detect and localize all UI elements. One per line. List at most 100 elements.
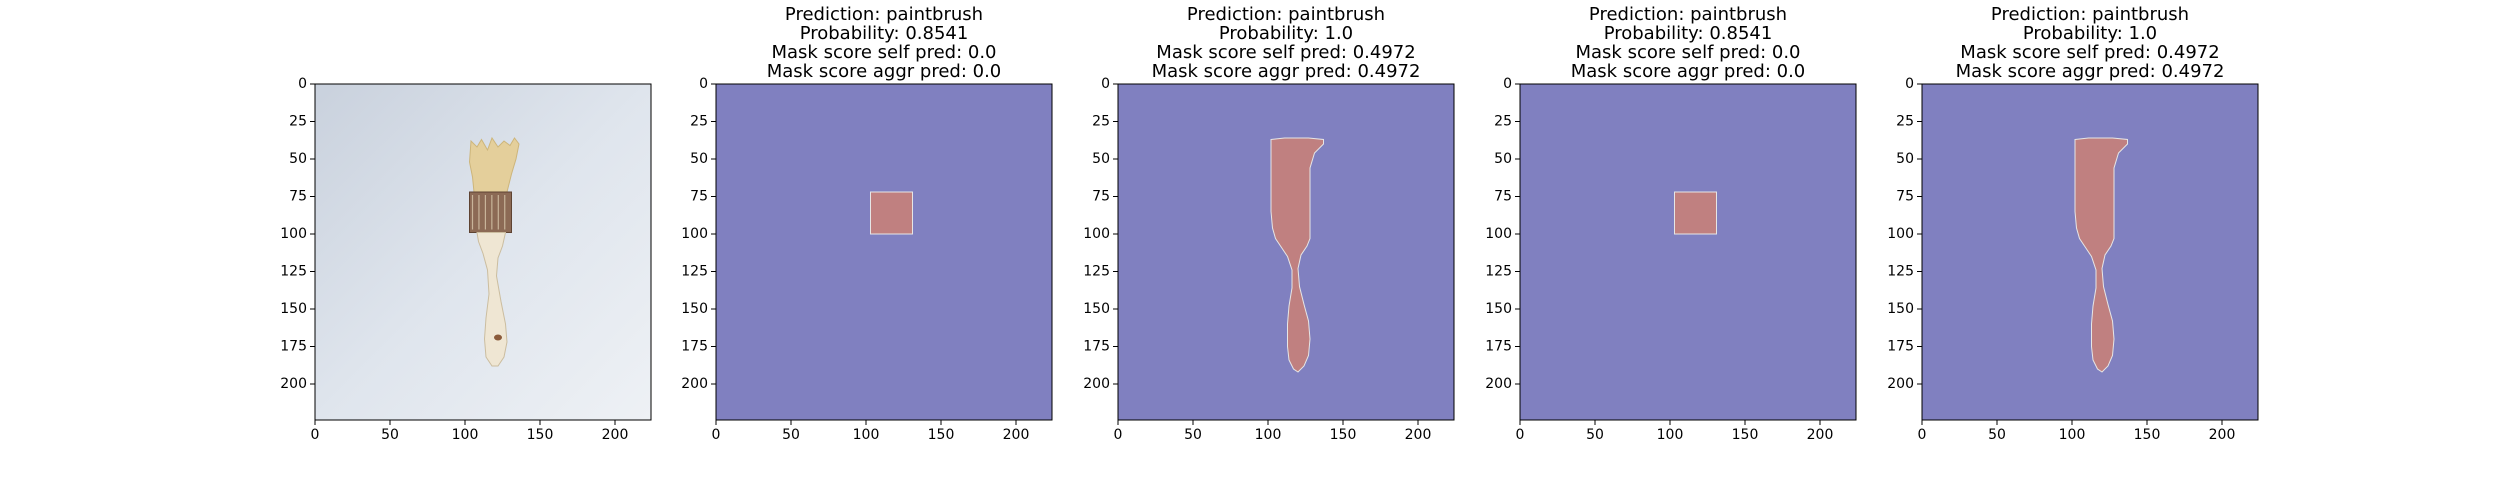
y-tick-label: 150 [1887, 301, 1914, 317]
y-tick-label: 100 [1485, 226, 1512, 242]
y-tick-label: 0 [1503, 76, 1512, 92]
x-tick-label: 50 [1184, 427, 1202, 443]
y-tick-label: 100 [1083, 226, 1110, 242]
panel-title-line: Prediction: paintbrush [1187, 4, 1385, 25]
y-tick-label: 0 [699, 76, 708, 92]
x-tick-label: 50 [1586, 427, 1604, 443]
axes-frame [1921, 83, 2259, 421]
x-tick-label: 150 [527, 427, 554, 443]
panel-title-line: Mask score aggr pred: 0.0 [767, 61, 1002, 82]
y-tick-label: 125 [1887, 264, 1914, 280]
x-tick-label: 200 [1405, 427, 1432, 443]
panel-title-line: Mask score aggr pred: 0.4972 [1152, 61, 1421, 82]
axes-frame [715, 83, 1053, 421]
axes-frame [1117, 83, 1455, 421]
x-tick-label: 0 [712, 427, 721, 443]
y-tick-label: 25 [1494, 114, 1512, 130]
y-tick-label: 75 [1494, 189, 1512, 205]
y-tick-label: 25 [690, 114, 708, 130]
y-tick-label: 25 [289, 114, 307, 130]
panel-title-line: Prediction: paintbrush [1991, 4, 2189, 25]
y-tick-label: 75 [1896, 189, 1914, 205]
panel-title-line: Probability: 1.0 [1219, 23, 1353, 44]
y-tick-label: 25 [1092, 114, 1110, 130]
y-tick-label: 75 [289, 189, 307, 205]
panel-title-line: Mask score self pred: 0.0 [1575, 42, 1800, 63]
y-tick-label: 50 [289, 151, 307, 167]
brush-handle [476, 232, 508, 367]
x-tick-label: 150 [928, 427, 955, 443]
axes-frame [314, 83, 652, 421]
x-tick-label: 100 [853, 427, 880, 443]
x-tick-label: 200 [602, 427, 629, 443]
panel-1: 0 50 100 150 200 0 25 50 75 100 125 150 175 200 [280, 76, 652, 443]
x-tick-label: 50 [1988, 427, 2006, 443]
panel-title-line: Prediction: paintbrush [1589, 4, 1787, 25]
y-tick-label: 200 [681, 376, 708, 392]
axes-frame [1519, 83, 1857, 421]
x-tick-label: 0 [311, 427, 320, 443]
panel-title-line: Prediction: paintbrush [785, 4, 983, 25]
panel-content [1922, 84, 2258, 420]
x-tick-label: 0 [1516, 427, 1525, 443]
y-tick-label: 0 [1905, 76, 1914, 92]
y-tick-label: 100 [681, 226, 708, 242]
y-tick-label: 75 [690, 189, 708, 205]
y-tick-label: 125 [1083, 264, 1110, 280]
x-tick-label: 200 [2209, 427, 2236, 443]
panel-content [315, 84, 651, 420]
y-tick-label: 100 [1887, 226, 1914, 242]
y-tick-label: 175 [1887, 339, 1914, 355]
mask-region [1674, 191, 1717, 235]
y-tick-label: 125 [280, 264, 307, 280]
mask-background [1520, 84, 1856, 420]
y-tick-label: 150 [1485, 301, 1512, 317]
panel-title-line: Mask score aggr pred: 0.4972 [1956, 61, 2225, 82]
y-tick-label: 150 [1083, 301, 1110, 317]
x-tick-label: 150 [1732, 427, 1759, 443]
panel-content [1118, 84, 1454, 420]
x-tick-label: 100 [2059, 427, 2086, 443]
x-tick-label: 50 [782, 427, 800, 443]
handle-hole [494, 334, 502, 341]
y-tick-label: 200 [1083, 376, 1110, 392]
y-tick-label: 175 [1083, 339, 1110, 355]
y-tick-label: 100 [280, 226, 307, 242]
panel-title-line: Mask score aggr pred: 0.0 [1571, 61, 1806, 82]
x-tick-label: 100 [452, 427, 479, 443]
x-tick-label: 150 [1330, 427, 1357, 443]
y-tick-label: 0 [1101, 76, 1110, 92]
panel-title-line: Probability: 1.0 [2023, 23, 2157, 44]
mask-region [870, 191, 913, 235]
y-tick-label: 150 [280, 301, 307, 317]
x-tick-label: 100 [1255, 427, 1282, 443]
x-tick-label: 0 [1918, 427, 1927, 443]
y-tick-label: 175 [1485, 339, 1512, 355]
x-tick-label: 200 [1003, 427, 1030, 443]
x-tick-label: 0 [1114, 427, 1123, 443]
y-tick-label: 150 [681, 301, 708, 317]
y-tick-label: 200 [1887, 376, 1914, 392]
y-tick-label: 25 [1896, 114, 1914, 130]
y-tick-label: 125 [1485, 264, 1512, 280]
y-tick-label: 175 [681, 339, 708, 355]
panel-title-line: Probability: 0.8541 [1604, 23, 1773, 44]
y-tick-label: 75 [1092, 189, 1110, 205]
y-tick-label: 50 [1092, 151, 1110, 167]
x-tick-label: 150 [2134, 427, 2161, 443]
y-tick-label: 200 [1485, 376, 1512, 392]
panel-title-line: Mask score self pred: 0.4972 [1960, 42, 2219, 63]
y-tick-label: 50 [1494, 151, 1512, 167]
y-tick-label: 50 [690, 151, 708, 167]
y-tick-label: 125 [681, 264, 708, 280]
panel-content [716, 84, 1052, 420]
mask-background [716, 84, 1052, 420]
y-tick-label: 175 [280, 339, 307, 355]
y-tick-label: 0 [298, 76, 307, 92]
y-tick-label: 200 [280, 376, 307, 392]
panel-title-line: Probability: 0.8541 [800, 23, 969, 44]
